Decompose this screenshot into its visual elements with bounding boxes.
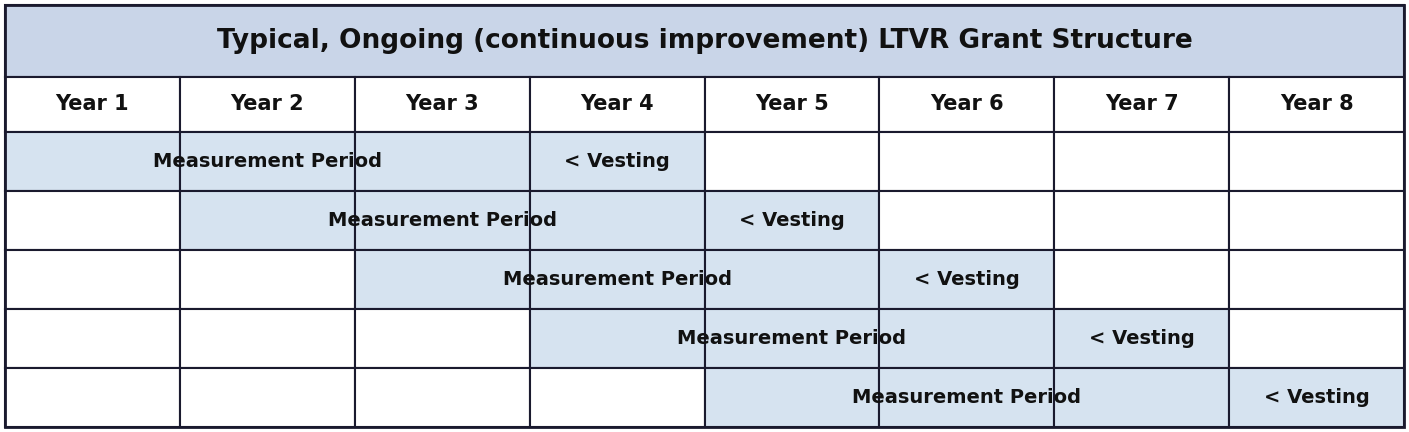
Bar — [1054, 191, 1229, 250]
Text: < Vesting: < Vesting — [914, 270, 1020, 289]
Bar — [180, 309, 355, 368]
Bar — [180, 132, 355, 191]
Text: Year 5: Year 5 — [755, 95, 828, 114]
Text: Year 2: Year 2 — [231, 95, 304, 114]
Bar — [1229, 132, 1403, 191]
Text: Year 6: Year 6 — [930, 95, 1003, 114]
Text: Measurement Period: Measurement Period — [328, 211, 557, 230]
Bar — [530, 309, 704, 368]
Bar — [530, 77, 704, 132]
Bar — [1229, 309, 1403, 368]
Bar — [6, 309, 180, 368]
Bar — [6, 250, 180, 309]
Text: Year 4: Year 4 — [581, 95, 654, 114]
Bar — [879, 309, 1054, 368]
Text: Typical, Ongoing (continuous improvement) LTVR Grant Structure: Typical, Ongoing (continuous improvement… — [217, 28, 1192, 54]
Bar — [704, 191, 879, 250]
Text: < Vesting: < Vesting — [1264, 388, 1370, 407]
Bar — [530, 368, 704, 427]
Bar — [1054, 309, 1229, 368]
Text: Measurement Period: Measurement Period — [503, 270, 731, 289]
Bar — [530, 191, 704, 250]
Text: Measurement Period: Measurement Period — [152, 152, 382, 171]
Bar — [704, 368, 879, 427]
Bar — [1229, 250, 1403, 309]
Bar — [6, 132, 180, 191]
Text: Year 3: Year 3 — [406, 95, 479, 114]
Bar — [530, 132, 704, 191]
Bar — [6, 77, 180, 132]
Text: Year 8: Year 8 — [1279, 95, 1354, 114]
Bar — [1054, 250, 1229, 309]
Bar — [6, 368, 180, 427]
Bar — [355, 132, 530, 191]
Bar — [1054, 77, 1229, 132]
Bar — [180, 191, 355, 250]
Bar — [6, 5, 1403, 77]
Bar — [1054, 132, 1229, 191]
Bar — [530, 250, 704, 309]
Bar — [704, 77, 879, 132]
Bar — [704, 309, 879, 368]
Text: < Vesting: < Vesting — [740, 211, 845, 230]
Bar — [180, 77, 355, 132]
Bar — [879, 132, 1054, 191]
Text: Year 7: Year 7 — [1105, 95, 1178, 114]
Bar — [1229, 368, 1403, 427]
Bar — [355, 191, 530, 250]
Text: Measurement Period: Measurement Period — [678, 329, 906, 348]
Bar — [355, 368, 530, 427]
Bar — [704, 250, 879, 309]
Text: Year 1: Year 1 — [55, 95, 130, 114]
Bar — [1229, 191, 1403, 250]
Bar — [180, 250, 355, 309]
Bar — [879, 250, 1054, 309]
Bar — [355, 309, 530, 368]
Bar — [1229, 77, 1403, 132]
Bar — [879, 191, 1054, 250]
Bar — [879, 368, 1054, 427]
Text: < Vesting: < Vesting — [1089, 329, 1195, 348]
Text: < Vesting: < Vesting — [564, 152, 669, 171]
Bar — [879, 77, 1054, 132]
Bar — [6, 191, 180, 250]
Bar — [1054, 368, 1229, 427]
Bar — [180, 368, 355, 427]
Bar — [355, 250, 530, 309]
Bar — [704, 132, 879, 191]
Bar — [355, 77, 530, 132]
Text: Measurement Period: Measurement Period — [852, 388, 1081, 407]
